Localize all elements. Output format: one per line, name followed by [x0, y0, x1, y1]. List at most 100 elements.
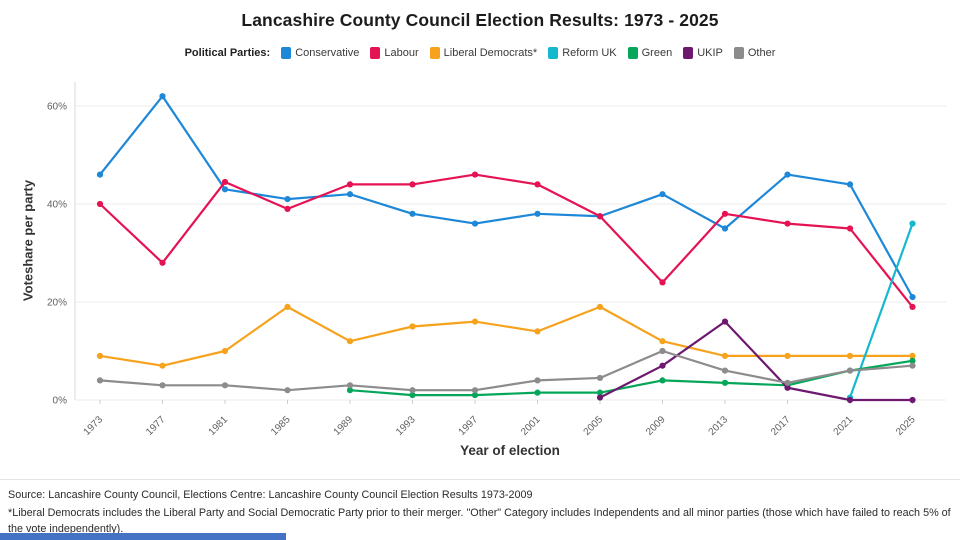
data-point-conservative — [221, 186, 229, 193]
data-point-other — [534, 377, 541, 384]
data-point-other — [909, 362, 916, 369]
source-text: Source: Lancashire County Council, Elect… — [8, 489, 533, 501]
data-point-labour — [909, 303, 916, 310]
legend-item-ukip: UKIP — [683, 47, 723, 59]
data-point-liberal-democrats — [659, 338, 666, 345]
y-tick-label: 40% — [47, 200, 67, 211]
data-point-conservative — [346, 191, 354, 198]
y-axis-title: Voteshare per party — [20, 179, 36, 302]
data-point-conservative — [534, 210, 541, 217]
legend-item-label: Reform UK — [562, 47, 617, 59]
data-point-liberal-democrats — [284, 303, 291, 310]
data-point-conservative — [784, 171, 791, 178]
data-point-other — [846, 367, 854, 374]
data-point-other — [159, 382, 166, 389]
legend-swatch-green — [627, 47, 638, 59]
data-point-other — [471, 387, 479, 394]
legend-item-other: Other — [733, 47, 775, 59]
legend-swatch-ukip — [683, 47, 694, 59]
x-tick-label: 2013 — [707, 414, 731, 438]
x-tick-label: 2005 — [582, 414, 606, 438]
data-point-ukip — [909, 396, 916, 404]
data-point-conservative — [721, 225, 729, 232]
data-point-other — [346, 382, 354, 389]
series-line-labour — [98, 173, 914, 308]
data-point-ukip — [784, 384, 791, 391]
data-point-conservative — [96, 171, 104, 178]
legend-swatch-liberal-democrats — [429, 47, 440, 59]
legend-item-labour: Labour — [370, 47, 419, 59]
data-point-liberal-democrats — [96, 352, 104, 359]
data-point-labour — [784, 220, 791, 227]
x-tick-label: 1993 — [394, 414, 418, 438]
data-point-green — [409, 392, 416, 399]
data-point-conservative — [284, 196, 291, 203]
horizontal-scrollbar-thumb[interactable] — [0, 533, 286, 540]
legend-item-label: Conservative — [295, 47, 360, 59]
data-point-liberal-democrats — [784, 352, 791, 359]
data-point-other — [659, 347, 666, 355]
x-tick-label: 2009 — [644, 414, 668, 438]
data-point-labour — [221, 178, 229, 186]
x-tick-label: 1989 — [332, 414, 356, 438]
data-point-green — [659, 377, 666, 384]
series-line-conservative — [98, 95, 914, 299]
series-line-reform-uk — [848, 222, 914, 399]
x-tick-label: 1985 — [269, 414, 293, 438]
data-point-ukip — [721, 318, 729, 325]
data-point-ukip — [659, 362, 666, 369]
data-point-liberal-democrats — [346, 338, 354, 345]
x-tick-label: 2001 — [519, 414, 543, 438]
data-point-labour — [346, 181, 354, 188]
data-point-labour — [659, 279, 666, 286]
data-point-green — [471, 392, 479, 399]
legend-item-conservative: Conservative — [281, 47, 359, 59]
data-point-conservative — [659, 191, 666, 198]
series-line-liberal-democrats — [98, 305, 914, 367]
data-point-liberal-democrats — [409, 323, 416, 330]
x-tick-label: 2017 — [769, 414, 793, 438]
series-line-other — [98, 349, 914, 392]
data-point-other — [721, 367, 729, 374]
data-point-labour — [846, 225, 854, 232]
data-point-other — [409, 387, 416, 394]
series-line-ukip — [598, 320, 914, 402]
legend-item-liberal-democrats: Liberal Democrats* — [429, 47, 537, 59]
data-point-reform-uk — [909, 220, 916, 227]
data-point-other — [284, 387, 291, 394]
legend-swatch-conservative — [281, 47, 292, 59]
data-point-other — [596, 374, 604, 382]
data-point-liberal-democrats — [909, 352, 916, 359]
data-point-labour — [409, 181, 416, 188]
data-point-labour — [534, 181, 541, 188]
x-tick-label: 1973 — [82, 414, 106, 438]
data-point-liberal-democrats — [846, 352, 854, 359]
data-point-labour — [596, 213, 604, 220]
legend-swatch-other — [733, 47, 744, 59]
data-point-green — [721, 379, 729, 386]
legend-item-green: Green — [627, 47, 672, 59]
x-tick-label: 1997 — [457, 414, 481, 438]
chart-plot: 0% 20% 40% 60% 1973 1977 1981 1985 1989 1993 1997 2… — [47, 82, 946, 438]
legend-swatch-labour — [370, 47, 381, 59]
data-point-green — [596, 389, 604, 396]
legend: Political Parties: Conservative Labour Lib… — [0, 47, 960, 59]
data-point-conservative — [471, 220, 479, 227]
data-point-conservative — [846, 181, 854, 188]
footer: Source: Lancashire County Council, Elect… — [8, 487, 954, 538]
data-point-conservative — [909, 294, 916, 301]
legend-swatch-reform-uk — [548, 47, 559, 59]
x-axis-title: Year of election — [460, 443, 560, 458]
footer-divider — [0, 479, 960, 480]
legend-item-reform-uk: Reform UK — [548, 47, 617, 59]
data-point-liberal-democrats — [221, 347, 229, 355]
x-tick-label: 2025 — [894, 414, 918, 438]
data-point-labour — [96, 200, 104, 208]
data-point-other — [784, 379, 791, 386]
legend-label: Political Parties: — [184, 47, 271, 59]
y-tick-label: 20% — [47, 298, 67, 309]
data-point-labour — [159, 259, 166, 266]
footnote-text: *Liberal Democrats includes the Liberal … — [8, 507, 951, 536]
legend-item-label: Labour — [384, 47, 419, 59]
chart-title: Lancashire County Council Election Resul… — [241, 10, 719, 30]
